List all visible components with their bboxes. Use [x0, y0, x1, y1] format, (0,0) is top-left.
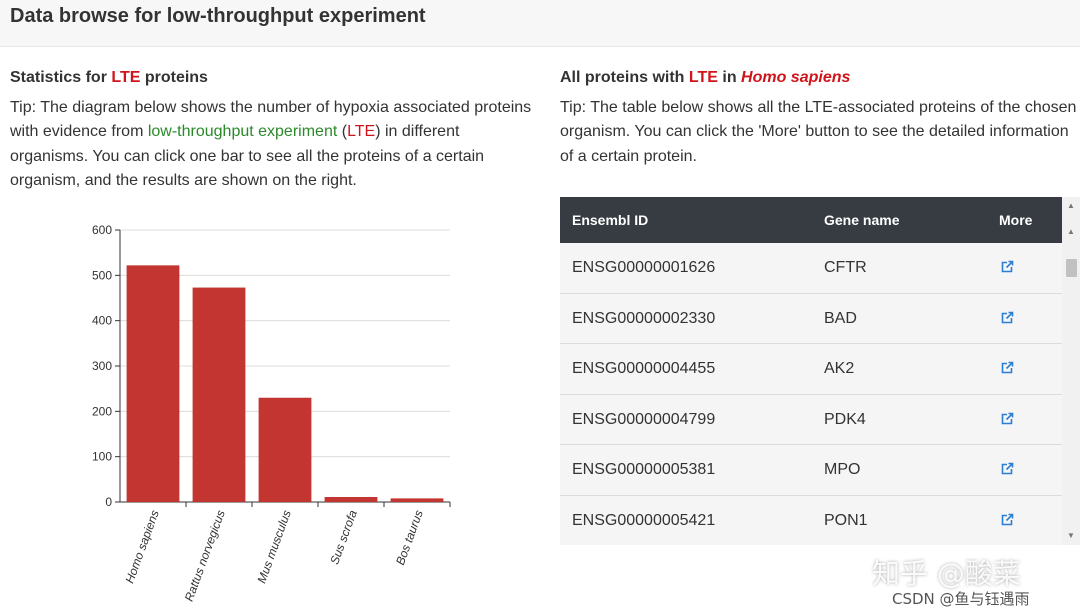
page-title: Data browse for low-throughput experimen… [10, 5, 426, 27]
page-header: Data browse for low-throughput experimen… [0, 0, 1080, 47]
table-row: ENSG00000001626 CFTR [560, 243, 1062, 294]
lte-abbr: LTE [347, 123, 376, 141]
gene-name-cell: PON1 [824, 511, 868, 529]
gene-name-cell: PDK4 [824, 410, 866, 428]
gene-name-cell: AK2 [824, 360, 855, 377]
x-tick-label: Sus scrofa [327, 508, 360, 566]
tip-text-2: ( [337, 123, 348, 141]
y-tick-label: 500 [92, 268, 112, 282]
bar-sus-scrofa[interactable] [324, 497, 378, 502]
proteins-title-lte: LTE [688, 69, 718, 86]
ensembl-id-cell: ENSG00000004455 [572, 360, 716, 377]
y-tick-label: 100 [92, 450, 112, 464]
proteins-tip: Tip: The table below shows all the LTE-a… [560, 99, 1077, 165]
ensembl-id-cell: ENSG00000002330 [572, 309, 716, 327]
y-tick-label: 400 [92, 314, 112, 328]
gene-name-cell: MPO [824, 461, 861, 478]
statistics-title-suffix: proteins [140, 69, 208, 86]
gene-name-cell: BAD [824, 309, 857, 327]
table-row: ENSG00000005421 PON1 [560, 495, 1062, 545]
external-link-icon[interactable] [1000, 361, 1014, 375]
external-link-icon[interactable] [1000, 260, 1014, 274]
table-body: ENSG00000001626 CFTR ENSG00000002330 BAD ENS… [560, 243, 1062, 545]
external-link-icon[interactable] [1000, 462, 1014, 476]
ensembl-id-cell: ENSG00000001626 [572, 259, 716, 276]
zhihu-watermark: 知乎 @酸菜 [872, 557, 1021, 590]
y-tick-label: 0 [105, 495, 112, 509]
ensembl-id-cell: ENSG00000004799 [572, 410, 716, 428]
x-tick-label: Homo sapiens [122, 508, 161, 585]
proteins-table: Ensembl ID Gene name More ENSG0000000162… [560, 197, 1080, 545]
proteins-panel: All proteins with LTE in Homo sapiens Ti… [560, 68, 1080, 169]
table-row: ENSG00000004455 AK2 [560, 344, 1062, 395]
column-more[interactable]: More [999, 212, 1033, 228]
bar-mus-musculus[interactable] [258, 397, 312, 502]
bar-rattus-norvegicus[interactable] [192, 287, 246, 502]
csdn-watermark: CSDN @鱼与钰遇雨 [892, 590, 1030, 608]
x-tick-label: Bos taurus [393, 508, 426, 567]
organism-bar-chart: 0 100 200 300 400 500 600 Homo sapiens Rattus no… [92, 223, 451, 603]
statistics-panel: Statistics for LTE proteins Tip: The dia… [10, 68, 540, 193]
scroll-thumb[interactable] [1066, 259, 1077, 277]
proteins-title: All proteins with LTE in Homo sapiens [560, 68, 1080, 88]
gene-name-cell: CFTR [824, 259, 867, 276]
statistics-tip: Tip: The diagram below shows the number … [10, 96, 540, 193]
x-tick-label: Rattus norvegicus [182, 508, 228, 603]
column-ensembl-id[interactable]: Ensembl ID [572, 212, 649, 228]
lte-link[interactable]: low-throughput experiment [147, 123, 338, 141]
column-gene-name[interactable]: Gene name [824, 212, 900, 228]
table-header: Ensembl ID Gene name More [560, 197, 1062, 243]
table-row: ENSG00000002330 BAD [560, 293, 1062, 344]
statistics-title-prefix: Statistics for [10, 69, 112, 86]
table-row: ENSG00000005381 MPO [560, 445, 1062, 496]
proteins-title-mid: in [717, 69, 742, 86]
ensembl-id-cell: ENSG00000005421 [572, 511, 716, 529]
bar-bos-taurus[interactable] [390, 498, 444, 502]
y-tick-label: 300 [92, 359, 112, 373]
x-tick-label: Mus musculus [254, 508, 293, 585]
ensembl-id-cell: ENSG00000005381 [572, 461, 716, 478]
external-link-icon[interactable] [1000, 311, 1014, 325]
statistics-title-lte: LTE [111, 69, 141, 86]
statistics-title: Statistics for LTE proteins [10, 68, 540, 88]
table-row: ENSG00000004799 PDK4 [560, 394, 1062, 445]
table-scrollbar[interactable]: ▲ ▲ ▼ [1062, 197, 1080, 545]
bar-homo-sapiens[interactable] [126, 265, 180, 502]
proteins-title-organism: Homo sapiens [741, 69, 851, 86]
y-tick-label: 200 [92, 404, 112, 418]
tip-text-3: ) in different organisms. You can click … [10, 123, 485, 189]
tip-text-1: Tip: The diagram below shows the number … [10, 99, 532, 141]
scroll-up-arrow-icon[interactable]: ▲ [1067, 227, 1075, 236]
scroll-up-arrow-icon[interactable]: ▲ [1067, 201, 1075, 210]
external-link-icon[interactable] [1000, 513, 1014, 527]
external-link-icon[interactable] [1000, 412, 1014, 426]
scroll-down-arrow-icon[interactable]: ▼ [1067, 531, 1075, 540]
y-tick-label: 600 [92, 223, 112, 237]
proteins-title-prefix: All proteins with [560, 69, 689, 86]
